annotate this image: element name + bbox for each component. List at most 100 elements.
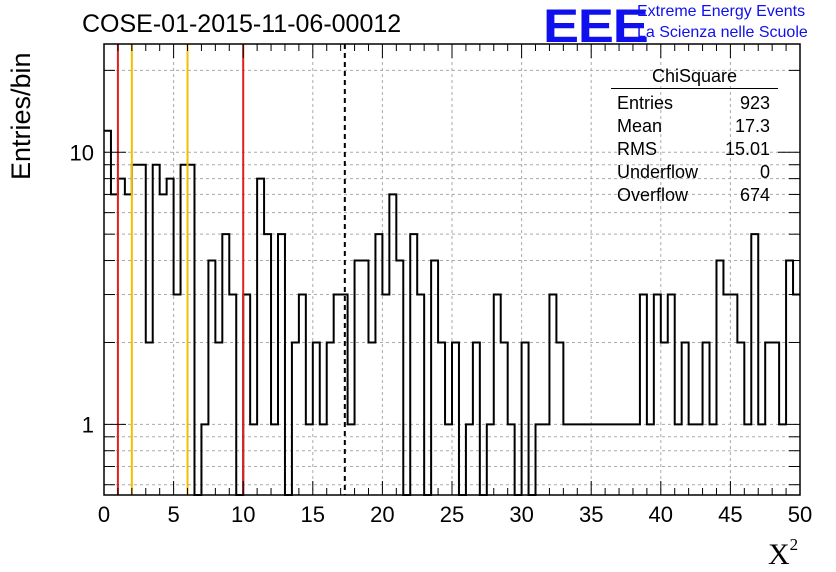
histogram-bin (598, 424, 605, 495)
histogram-bin (584, 424, 591, 495)
x-tick-label: 0 (98, 502, 110, 527)
histogram-bin (222, 234, 229, 495)
histogram-bin (723, 295, 730, 495)
histogram-bin (292, 342, 299, 495)
histogram-bin (494, 295, 501, 495)
histogram-bin (654, 295, 661, 495)
histogram-bin (522, 342, 529, 495)
histogram-bin (710, 424, 717, 495)
histogram-bin (591, 424, 598, 495)
x-tick-label: 20 (370, 502, 394, 527)
histogram-bin (501, 342, 508, 495)
histogram-bin (348, 424, 355, 495)
histogram-bin (181, 165, 188, 495)
plot-title: COSE-01-2015-11-06-00012 (82, 10, 402, 38)
histogram-bin (452, 342, 459, 495)
histogram-bin (487, 424, 494, 495)
x-axis-label-text: X (768, 538, 790, 571)
histogram-bin (751, 234, 758, 495)
x-tick-label: 15 (301, 502, 325, 527)
logo-tagline-1: Extreme Energy Events (637, 3, 806, 20)
logo-tagline-2: La Scienza nelle Scuole (637, 24, 808, 41)
histogram-bin (612, 424, 619, 495)
histogram-bin (563, 424, 570, 495)
x-tick-label: 25 (440, 502, 464, 527)
histogram-bin (132, 165, 139, 495)
histogram-bin (682, 342, 689, 495)
histogram-bin (188, 165, 195, 495)
histogram-bin (556, 342, 563, 495)
histogram-steps (104, 129, 800, 496)
stats-label: Underflow (617, 162, 699, 182)
grid-layer (104, 44, 800, 495)
x-axis-label-superscript: 2 (789, 535, 799, 554)
histogram-bin (355, 261, 362, 495)
histogram-bin (368, 342, 375, 495)
histogram-bin (111, 194, 118, 495)
stats-label: RMS (617, 139, 657, 159)
histogram-bin (647, 424, 654, 495)
histogram-bin (668, 295, 675, 495)
histogram-bin (271, 424, 278, 495)
histogram-bin (786, 261, 793, 495)
histogram-bin (215, 342, 222, 495)
x-axis-label: X2 (768, 535, 798, 572)
histogram-bin (417, 295, 424, 495)
histogram-bin (438, 342, 445, 495)
histogram-bin (334, 295, 341, 495)
histogram-bin (146, 342, 153, 495)
histogram-bin (396, 261, 403, 495)
stats-value: 15.01 (724, 139, 770, 159)
stats-value: 674 (739, 185, 770, 205)
x-tick-label: 35 (579, 502, 603, 527)
histogram-bin (243, 295, 250, 495)
stats-label: Mean (617, 116, 663, 136)
histogram-bin (208, 261, 215, 495)
histogram-bin (167, 179, 174, 495)
histogram-bin (640, 295, 647, 495)
histogram-bin (549, 295, 556, 495)
eee-logo: EEE (543, 0, 649, 52)
histogram-bin (250, 424, 257, 495)
y-axis-label: Entries/bin (6, 52, 36, 180)
histogram-bin (327, 342, 334, 495)
histogram-bin (633, 424, 640, 495)
histogram-bin (431, 261, 438, 495)
stats-value: 17.3 (734, 116, 770, 136)
stats-row-overflow: Overflow 674 (611, 184, 776, 207)
histogram-bin (758, 424, 765, 495)
x-tick-label: 10 (231, 502, 255, 527)
histogram-layer (104, 129, 800, 496)
stats-row-entries: Entries 923 (611, 92, 776, 115)
histogram-bin (118, 179, 125, 495)
y-tick-label: 10 (70, 140, 94, 165)
histogram-bin (375, 234, 382, 495)
histogram-bin (536, 424, 543, 495)
histogram-bin (466, 424, 473, 495)
histogram-bin (619, 424, 626, 495)
stats-value: 0 (759, 162, 770, 182)
histogram-bin (278, 234, 285, 495)
histogram-bin (508, 424, 515, 495)
histogram-bin (577, 424, 584, 495)
histogram-bin (689, 424, 696, 495)
histogram-bin (542, 424, 549, 495)
histogram-bin (104, 131, 111, 495)
stats-value: 923 (739, 93, 770, 113)
axes-frame: 0 5 10 15 20 25 30 35 40 45 50 1 10 (70, 43, 812, 527)
histogram-bin (139, 165, 146, 495)
histogram-bin (730, 295, 737, 495)
stats-box: ChiSquare Entries 923 Mean 17.3 RMS 15.0… (611, 66, 778, 207)
histogram-bin (696, 424, 703, 495)
histogram-bin (626, 424, 633, 495)
histogram-bin (382, 295, 389, 495)
histogram-bin (320, 424, 327, 495)
histogram-bin (125, 194, 132, 495)
histogram-bin (473, 342, 480, 495)
histogram-bin (605, 424, 612, 495)
histogram-bin (765, 342, 772, 495)
histogram-bin (779, 424, 786, 495)
stats-label: Entries (617, 93, 674, 113)
histogram-bin (229, 295, 236, 495)
